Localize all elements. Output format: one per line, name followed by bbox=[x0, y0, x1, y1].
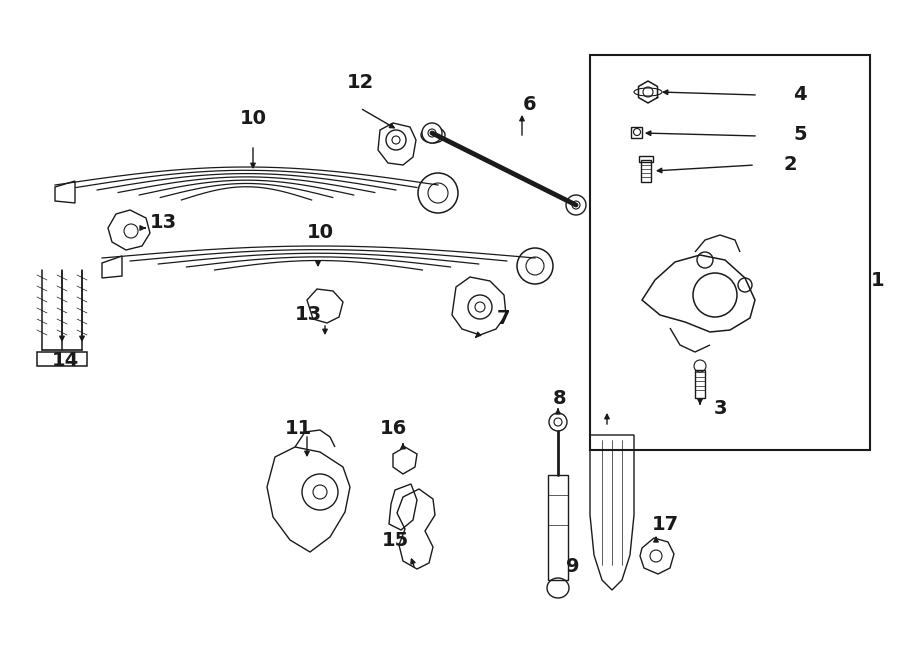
Text: 1: 1 bbox=[871, 270, 885, 290]
Text: 7: 7 bbox=[497, 309, 511, 327]
Text: 5: 5 bbox=[793, 126, 806, 145]
Text: 17: 17 bbox=[652, 514, 679, 533]
Text: 10: 10 bbox=[307, 223, 334, 241]
Circle shape bbox=[549, 413, 567, 431]
Text: 2: 2 bbox=[783, 155, 796, 175]
Bar bbox=[641, 160, 651, 182]
Text: 9: 9 bbox=[566, 557, 580, 576]
Text: 10: 10 bbox=[239, 108, 266, 128]
Text: 6: 6 bbox=[523, 95, 536, 114]
Circle shape bbox=[422, 123, 442, 143]
Text: 11: 11 bbox=[284, 418, 311, 438]
Bar bbox=[590, 55, 870, 450]
Bar bbox=[548, 475, 568, 580]
Text: 12: 12 bbox=[346, 73, 374, 91]
Text: 4: 4 bbox=[793, 85, 806, 104]
Text: 13: 13 bbox=[294, 305, 321, 325]
Circle shape bbox=[566, 195, 586, 215]
Text: 13: 13 bbox=[149, 212, 176, 231]
Text: 14: 14 bbox=[51, 350, 78, 369]
Text: 8: 8 bbox=[554, 389, 567, 407]
Bar bbox=[639, 156, 653, 162]
Bar bbox=[37, 352, 87, 366]
Text: 15: 15 bbox=[382, 531, 409, 549]
Bar bbox=[631, 127, 642, 138]
Text: 3: 3 bbox=[713, 399, 727, 418]
Text: 16: 16 bbox=[380, 418, 407, 438]
Bar bbox=[695, 370, 705, 398]
